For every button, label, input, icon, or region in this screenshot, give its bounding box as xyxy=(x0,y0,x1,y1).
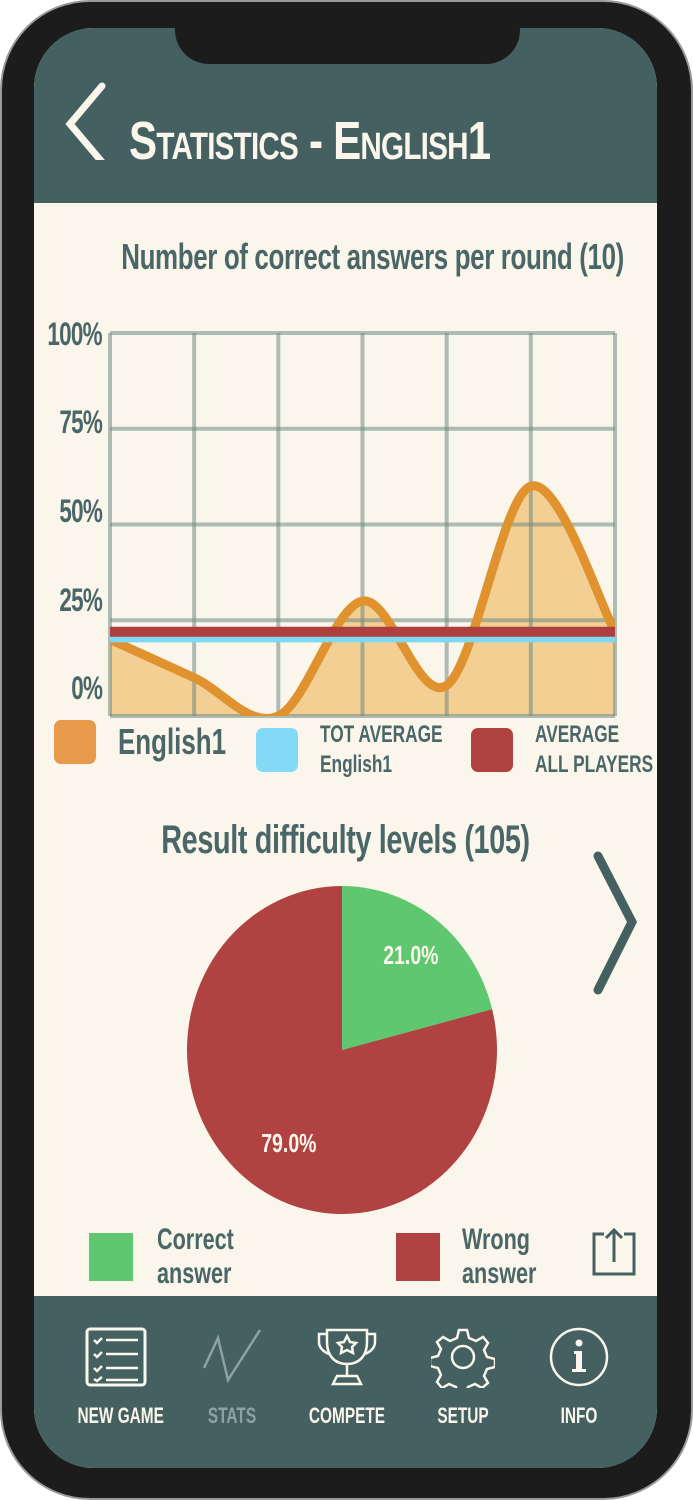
nav-label: SETUP xyxy=(437,1403,489,1428)
pie-slice-correct xyxy=(342,886,493,1050)
legend-swatch xyxy=(471,728,513,772)
legend-label: English1 xyxy=(118,721,227,762)
nav-info[interactable]: INFO xyxy=(524,1326,634,1429)
phone-notch xyxy=(175,28,520,64)
line-chart-title: Number of correct answers per round (10) xyxy=(121,236,624,277)
screen: Statistics - English1 Number of correct … xyxy=(34,28,657,1468)
nav-stats[interactable]: STATS xyxy=(177,1326,287,1429)
gear-icon xyxy=(428,1328,497,1397)
nav-setup[interactable]: SETUP xyxy=(408,1326,518,1429)
series-area-english1 xyxy=(110,486,615,716)
legend-swatch xyxy=(396,1233,440,1281)
legend-correct: Correct answer xyxy=(89,1223,264,1291)
trophy-icon xyxy=(317,1328,377,1386)
nav-label: COMPETE xyxy=(308,1403,386,1428)
chevron-left-icon xyxy=(65,82,106,166)
legend-tot-average: TOT AVERAGE English1 xyxy=(256,720,490,780)
share-icon xyxy=(592,1227,636,1276)
pie-slice-wrong xyxy=(187,886,497,1214)
pie-chart xyxy=(187,886,497,1214)
y-tick: 100% xyxy=(47,316,103,352)
legend-swatch xyxy=(256,728,298,772)
pie-label-correct: 21.0% xyxy=(383,940,439,970)
legend-label: Correct answer xyxy=(157,1223,234,1290)
legend-label: TOT AVERAGE English1 xyxy=(320,721,443,778)
line-chart xyxy=(108,331,617,718)
y-tick: 75% xyxy=(59,404,102,440)
legend-label: Wrong answer xyxy=(462,1223,537,1290)
legend-average-all: AVERAGE ALL PLAYERS xyxy=(471,720,657,780)
y-tick: 0% xyxy=(71,670,103,706)
legend-wrong: Wrong answer xyxy=(396,1223,565,1291)
y-tick: 25% xyxy=(59,582,102,618)
pie-label-wrong: 79.0% xyxy=(261,1128,317,1158)
share-button[interactable] xyxy=(590,1226,638,1283)
nav-label: NEW GAME xyxy=(77,1403,164,1428)
legend-swatch xyxy=(89,1233,133,1281)
back-button[interactable] xyxy=(64,80,114,166)
legend-swatch xyxy=(54,720,96,764)
next-chart-button[interactable] xyxy=(590,850,640,1005)
series-line-english1 xyxy=(110,481,615,716)
nav-compete[interactable]: COMPETE xyxy=(292,1326,402,1429)
pie-chart-title: Result difficulty levels (105) xyxy=(161,818,530,862)
nav-label: INFO xyxy=(560,1403,598,1428)
page-title: Statistics - English1 xyxy=(129,111,491,171)
checklist-icon xyxy=(85,1327,147,1387)
y-tick: 50% xyxy=(59,493,102,529)
legend-label: AVERAGE ALL PLAYERS xyxy=(535,721,654,778)
bottom-nav: NEW GAME STATS COMPETE SETUP INFO xyxy=(34,1296,657,1468)
chevron-right-icon xyxy=(593,851,638,995)
info-icon xyxy=(549,1327,609,1387)
nav-label: STATS xyxy=(207,1403,257,1428)
chart-line-icon xyxy=(202,1329,262,1384)
nav-new-game[interactable]: NEW GAME xyxy=(61,1326,171,1429)
legend-english1: English1 xyxy=(54,720,268,764)
